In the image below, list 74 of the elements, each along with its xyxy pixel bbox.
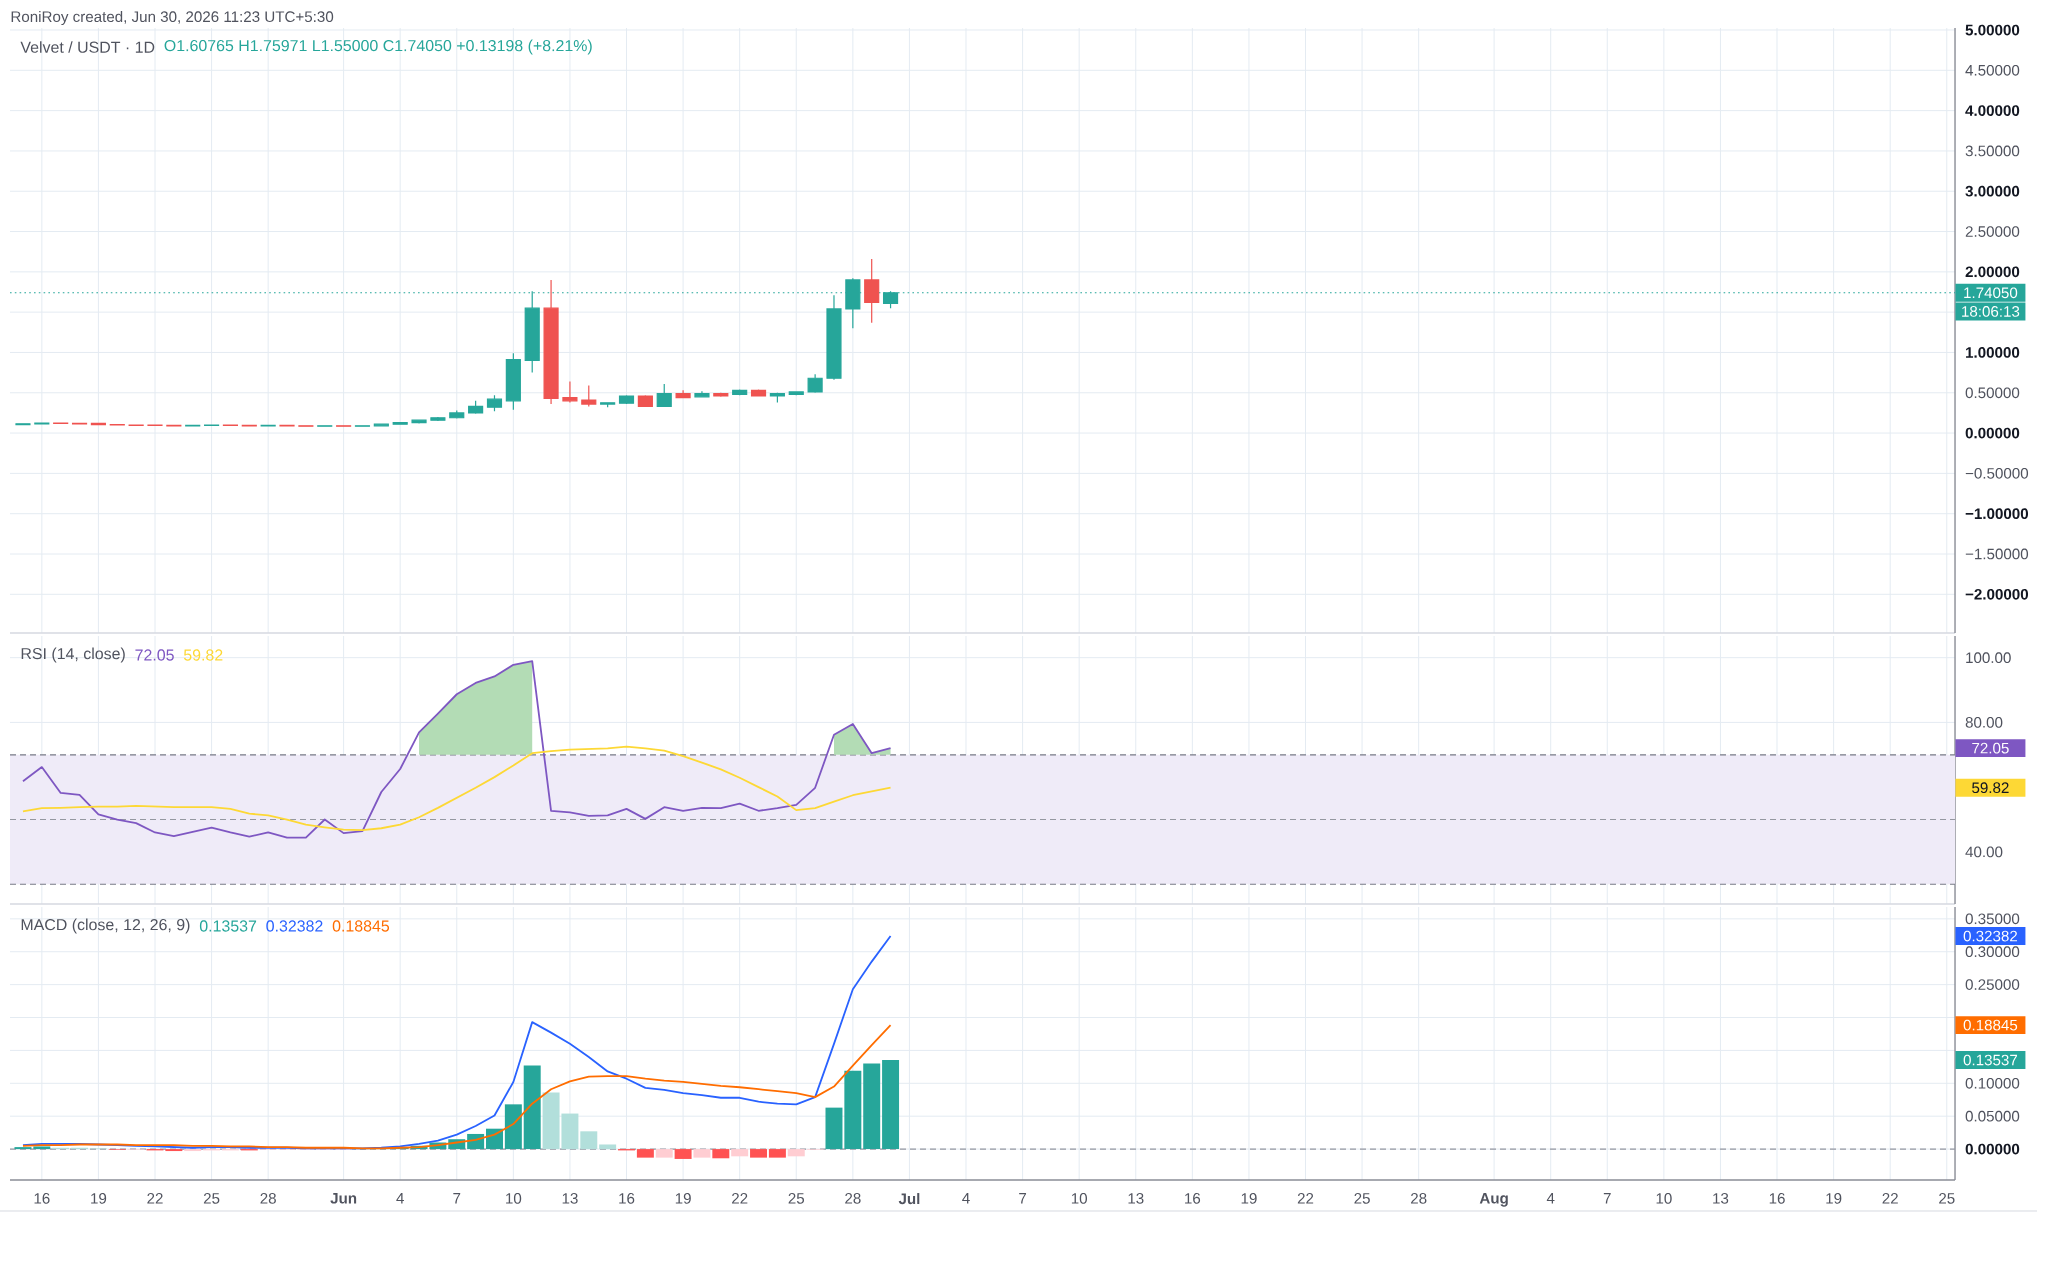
text: 0.32382	[1963, 930, 2018, 942]
annotation: 0.13537	[199, 920, 257, 932]
text: 0.18845	[1963, 1019, 2018, 1031]
x-tick-label: 4	[962, 1193, 970, 1204]
x-tick-label: 25	[788, 1193, 805, 1204]
text: Velvet / USDT · 1D	[20, 41, 155, 53]
x-tick-label: 7	[453, 1193, 461, 1204]
y-tick-label: 3.50000	[1965, 145, 2020, 157]
y-tick-label: 0.00000	[1965, 1143, 2020, 1155]
x-tick-label: 28	[845, 1193, 861, 1204]
y-tick-label: 80.00	[1965, 717, 2003, 728]
y-tick-label: 0.10000	[1965, 1077, 2020, 1089]
text: 59.82	[1972, 782, 2009, 794]
x-tick-label: 10	[1071, 1193, 1088, 1204]
y-tick-label: 0.30000	[1965, 946, 2020, 958]
x-tick-label: 7	[1019, 1193, 1027, 1204]
x-tick-label: 25	[203, 1193, 220, 1204]
ref-line-label: 1.74050	[1964, 287, 2018, 299]
x-tick-label: 7	[1603, 1193, 1611, 1204]
y-tick-label: −2.00000	[1965, 588, 2029, 600]
y-tick-label: 2.50000	[1965, 226, 2020, 237]
y-tick-label: 3.00000	[1965, 185, 2020, 197]
text: 18:06:13	[1962, 306, 2020, 317]
x-tick-label: 22	[1882, 1193, 1898, 1204]
x-tick-label: Jul	[898, 1193, 920, 1205]
x-tick-label: 13	[1713, 1193, 1729, 1204]
x-tick-label: 16	[1185, 1193, 1201, 1204]
text: 0.13537	[1963, 1054, 2018, 1066]
annotation: 0.32382	[266, 920, 323, 932]
y-tick-label: 4.00000	[1965, 105, 2020, 116]
x-tick-label: 22	[732, 1193, 748, 1204]
x-tick-label: 4	[396, 1193, 404, 1204]
x-tick-label: 10	[506, 1193, 522, 1204]
text: MACD (close, 12, 26, 9)	[21, 918, 190, 934]
x-tick-label: 4	[1546, 1193, 1555, 1204]
y-tick-label: 40.00	[1965, 846, 2003, 858]
x-tick-label: 19	[675, 1193, 691, 1204]
x-tick-label: 19	[91, 1193, 107, 1204]
text: 72.05	[1972, 742, 2009, 754]
x-tick-label: 19	[1826, 1193, 1842, 1204]
annotation: 72.05	[135, 649, 174, 661]
y-tick-label: −1.00000	[1965, 508, 2029, 520]
x-tick-label: 19	[1241, 1193, 1257, 1204]
x-tick-label: Jun	[330, 1193, 357, 1204]
x-tick-label: 10	[1656, 1193, 1672, 1204]
y-tick-label: 0.05000	[1965, 1110, 2020, 1122]
y-tick-label: −1.50000	[1965, 548, 2029, 560]
y-tick-label: 0.25000	[1965, 979, 2020, 990]
x-tick-label: 13	[1128, 1193, 1144, 1204]
x-tick-label: 25	[1354, 1193, 1370, 1204]
x-tick-label: 28	[260, 1193, 276, 1204]
y-tick-label: 0.50000	[1965, 387, 2020, 399]
x-tick-label: 16	[619, 1193, 635, 1204]
annotation: 0.18845	[332, 920, 390, 932]
x-tick-label: 22	[1297, 1193, 1314, 1204]
x-tick-label: 28	[1411, 1193, 1427, 1204]
y-tick-label: 100.00	[1966, 652, 2011, 664]
y-tick-label: 0.35000	[1965, 913, 2020, 925]
x-tick-label: 25	[1939, 1193, 1955, 1204]
y-tick-label: 4.50000	[1965, 64, 2020, 76]
y-tick-label: −0.50000	[1965, 468, 2029, 479]
text: O1.60765 H1.75971 L1.55000 C1.74050 +0.13198 (+8.21%)	[164, 39, 592, 55]
y-tick-label: 2.00000	[1965, 266, 2020, 278]
y-tick-label: 0.00000	[1965, 427, 2020, 439]
text: RoniRoy created, Jun 30, 2026 11:23 UTC+5:30	[11, 10, 334, 26]
y-tick-label: 5.00000	[1965, 24, 2020, 36]
y-tick-label: 1.00000	[1966, 347, 2020, 358]
x-tick-label: 16	[1769, 1193, 1785, 1204]
x-tick-label: 13	[562, 1193, 578, 1204]
x-tick-label: 22	[147, 1193, 163, 1204]
x-tick-label: Aug	[1479, 1193, 1508, 1207]
annotation: 59.82	[183, 649, 223, 661]
x-tick-label: 16	[34, 1193, 50, 1204]
text: RSI (14, close)	[21, 647, 125, 663]
